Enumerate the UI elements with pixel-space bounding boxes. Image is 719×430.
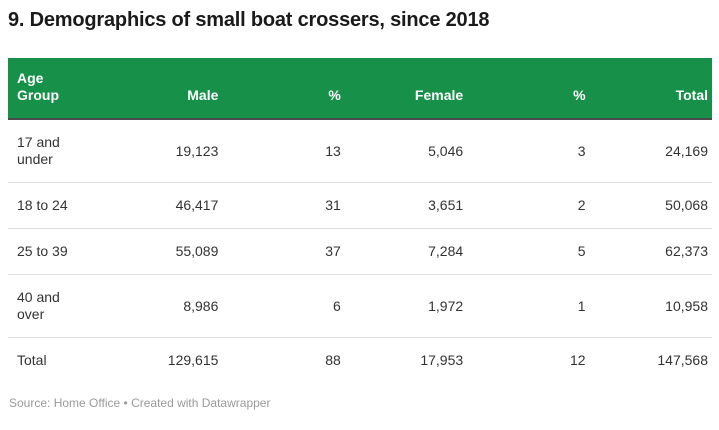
header-cell-male-pct: % (222, 58, 345, 120)
male-pct-cell: 6 (222, 274, 345, 338)
datawrapper-credit[interactable]: Created with Datawrapper (131, 396, 271, 410)
female-pct-cell: 1 (467, 274, 590, 338)
female-pct-cell: 3 (467, 119, 590, 183)
age-group-cell: Total (8, 337, 100, 383)
total-cell: 62,373 (589, 228, 712, 275)
total-cell: 10,958 (589, 274, 712, 338)
male-count-cell: 46,417 (100, 182, 223, 229)
male-count-cell: 19,123 (100, 119, 223, 183)
source-note: Source: Home Office (9, 396, 121, 410)
male-count-cell: 129,615 (100, 337, 223, 383)
age-group-cell: 17 and under (8, 119, 100, 183)
separator-dot: • (123, 396, 128, 410)
datawrapper-table-page: 9. Demographics of small boat crossers, … (0, 8, 719, 411)
table-row-40-and-over: 40 and over 8,986 6 1,972 1 10,958 (8, 274, 712, 338)
age-group-label: 17 and under (17, 134, 60, 167)
header-cell-total: Total (589, 58, 712, 120)
male-pct-cell: 37 (222, 228, 345, 275)
female-pct-cell: 5 (467, 228, 590, 275)
male-count-cell: 55,089 (100, 228, 223, 275)
table-row-17-and-under: 17 and under 19,123 13 5,046 3 24,169 (8, 119, 712, 183)
header-cell-male: Male (100, 58, 223, 120)
demographics-table: Age Group Male % Female % Total 17 and u… (8, 58, 712, 383)
total-cell: 147,568 (589, 337, 712, 383)
page-title: 9. Demographics of small boat crossers, … (8, 9, 490, 31)
age-group-label: 40 and over (17, 289, 60, 322)
header-cell-female-pct: % (467, 58, 590, 120)
male-pct-cell: 88 (222, 337, 345, 383)
total-cell: 50,068 (589, 182, 712, 229)
female-count-cell: 17,953 (344, 337, 468, 383)
female-count-cell: 5,046 (344, 119, 468, 183)
age-group-cell: 25 to 39 (8, 228, 100, 275)
header-row: Age Group Male % Female % Total (8, 58, 712, 120)
header-age-group-label: Age Group (17, 70, 59, 103)
header-cell-female: Female (344, 58, 468, 120)
female-pct-cell: 2 (467, 182, 590, 229)
male-count-cell: 8,986 (100, 274, 223, 338)
header-cell-age-group: Age Group (8, 58, 100, 120)
footer-note: Source: Home Office • Created with Dataw… (9, 396, 712, 411)
age-group-label: 25 to 39 (17, 243, 68, 259)
female-count-cell: 3,651 (344, 182, 468, 229)
total-row-label: Total (17, 352, 47, 368)
table-row-18-to-24: 18 to 24 46,417 31 3,651 2 50,068 (8, 182, 712, 229)
age-group-cell: 40 and over (8, 274, 100, 338)
age-group-cell: 18 to 24 (8, 182, 100, 229)
total-cell: 24,169 (589, 119, 712, 183)
male-pct-cell: 31 (222, 182, 345, 229)
female-pct-cell: 12 (467, 337, 590, 383)
female-count-cell: 1,972 (344, 274, 468, 338)
male-pct-cell: 13 (222, 119, 345, 183)
age-group-label: 18 to 24 (17, 197, 68, 213)
female-count-cell: 7,284 (344, 228, 468, 275)
total-row: Total 129,615 88 17,953 12 147,568 (8, 337, 712, 383)
table-row-25-to-39: 25 to 39 55,089 37 7,284 5 62,373 (8, 228, 712, 275)
